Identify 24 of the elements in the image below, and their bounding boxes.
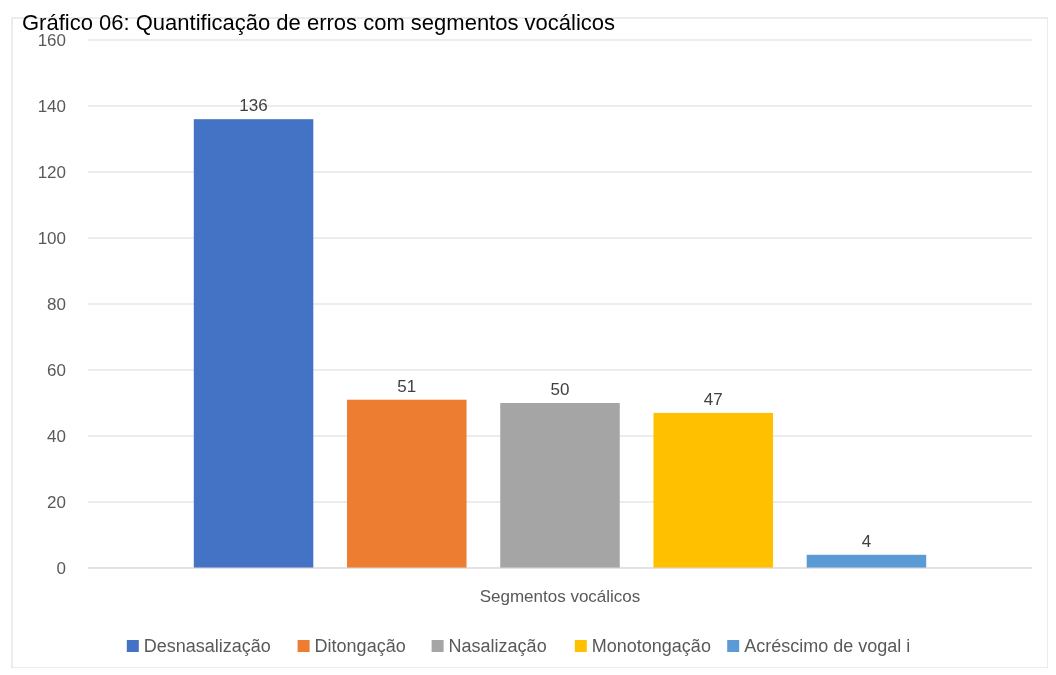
legend-label: Nasalização xyxy=(448,636,547,657)
legend-label: Desnasalização xyxy=(143,636,271,657)
bar xyxy=(347,399,467,568)
data-label: 50 xyxy=(550,380,570,399)
bar xyxy=(193,119,314,568)
y-tick-label: 40 xyxy=(47,426,66,446)
legend-label: Acréscimo de vogal i xyxy=(744,636,911,657)
bar xyxy=(500,403,620,568)
data-label: 136 xyxy=(239,96,268,116)
y-tick-label: 80 xyxy=(47,294,66,314)
y-tick-label: 20 xyxy=(47,492,66,512)
y-tick-label: 0 xyxy=(56,558,66,578)
x-tick-label: Segmentos vocálicos xyxy=(479,587,641,606)
data-label: 51 xyxy=(397,376,417,396)
y-tick-label: 100 xyxy=(37,228,66,248)
y-tick-label: 120 xyxy=(37,162,66,182)
y-tick-label: 60 xyxy=(47,360,66,380)
bar xyxy=(806,554,927,568)
data-label: 47 xyxy=(703,389,723,409)
data-label: 4 xyxy=(861,531,872,551)
legend-label: Ditongação xyxy=(314,636,406,657)
y-tick-label: 140 xyxy=(37,96,66,116)
bar xyxy=(653,412,773,568)
legend-label: Monotongação xyxy=(591,636,711,657)
